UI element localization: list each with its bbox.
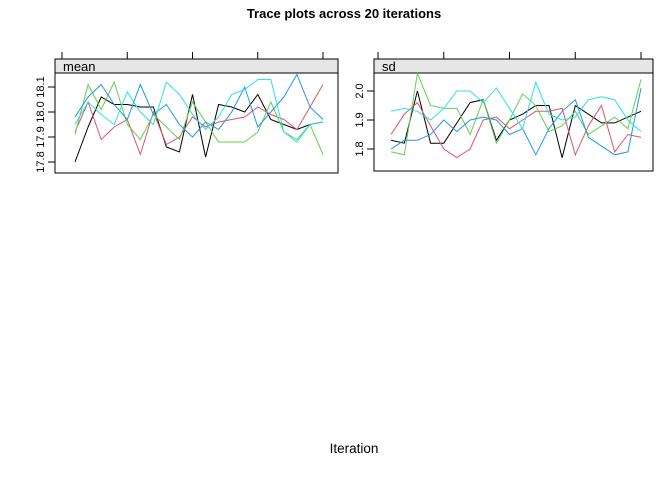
y-tick-label: 1.9 <box>354 112 366 127</box>
trace-line-mean-chain-4 <box>74 73 324 138</box>
trace-line-mean-chain-3 <box>74 80 324 155</box>
strip-mean <box>54 58 339 74</box>
strip-label-mean: mean <box>63 59 96 74</box>
trace-line-sd-chain-1 <box>390 90 642 158</box>
strip-label-sd: sd <box>382 59 396 74</box>
y-tick-label: 18.1 <box>35 76 47 97</box>
strip-sd <box>373 58 654 74</box>
trace-line-sd-chain-4 <box>390 87 642 156</box>
trace-line-mean-chain-2 <box>74 84 324 157</box>
trace-line-sd-chain-5 <box>390 80 642 132</box>
panel-border <box>373 72 654 172</box>
y-tick-label: 2.0 <box>354 83 366 98</box>
chart-title: Trace plots across 20 iterations <box>246 6 442 21</box>
trace-line-mean-chain-5 <box>74 79 324 143</box>
y-tick-label: 17.9 <box>35 126 47 147</box>
y-tick-label: 18.0 <box>35 101 47 122</box>
panel-sd: sd 1.8 1.9 2.0 <box>354 52 654 172</box>
y-tick-label: 17.8 <box>35 151 47 172</box>
y-tick-label: 1.8 <box>354 141 366 156</box>
x-axis-label: Iteration <box>329 441 379 456</box>
panel-border <box>54 72 339 174</box>
trace-line-sd-chain-3 <box>390 71 642 156</box>
trace-line-sd-chain-2 <box>390 101 642 159</box>
panel-mean: mean 17.8 17.9 18.0 18.1 <box>35 52 339 174</box>
